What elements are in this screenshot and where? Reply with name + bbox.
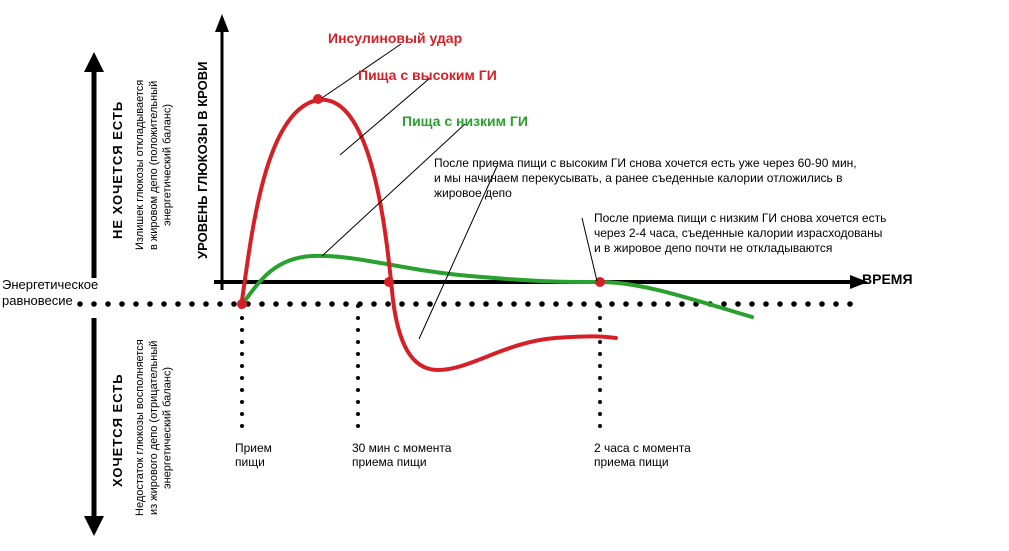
note-low-gi: После приема пищи с низким ГИ снова хоче… <box>594 211 886 256</box>
green-curve <box>241 256 752 317</box>
red-curve <box>241 100 616 370</box>
tick-label-2: 2 часа с моментаприема пищи <box>594 441 691 469</box>
bottom-note-label: Недостаток глюкозы восполняется из жиров… <box>134 315 175 540</box>
equilibrium-label: Энергетическое равновесие <box>2 277 98 310</box>
marker-zero2 <box>384 277 394 287</box>
note-high-gi: После приема пищи с высоким ГИ снова хоч… <box>434 156 857 201</box>
bottom-state-label: ХОЧЕТСЯ ЕСТЬ <box>110 340 126 520</box>
insulin-label: Инсулиновый удар <box>328 30 462 48</box>
top-note-label: Излишек глюкозы откладывается в жировом … <box>134 50 175 280</box>
tick-label-0: Приемпищи <box>235 441 272 469</box>
marker-zero1 <box>237 299 247 309</box>
x-axis-label: ВРЕМЯ <box>862 271 913 289</box>
low-gi-label: Пища с низким ГИ <box>402 113 528 131</box>
high-gi-label: Пища с высоким ГИ <box>358 67 497 85</box>
tick-label-1: 30 мин с моментаприема пищи <box>352 441 452 469</box>
y-axis-label: УРОВЕНЬ ГЛЮКОЗЫ В КРОВИ <box>195 45 211 275</box>
marker-peak <box>313 94 323 104</box>
top-state-label: НЕ ХОЧЕТСЯ ЕСТЬ <box>110 80 126 260</box>
